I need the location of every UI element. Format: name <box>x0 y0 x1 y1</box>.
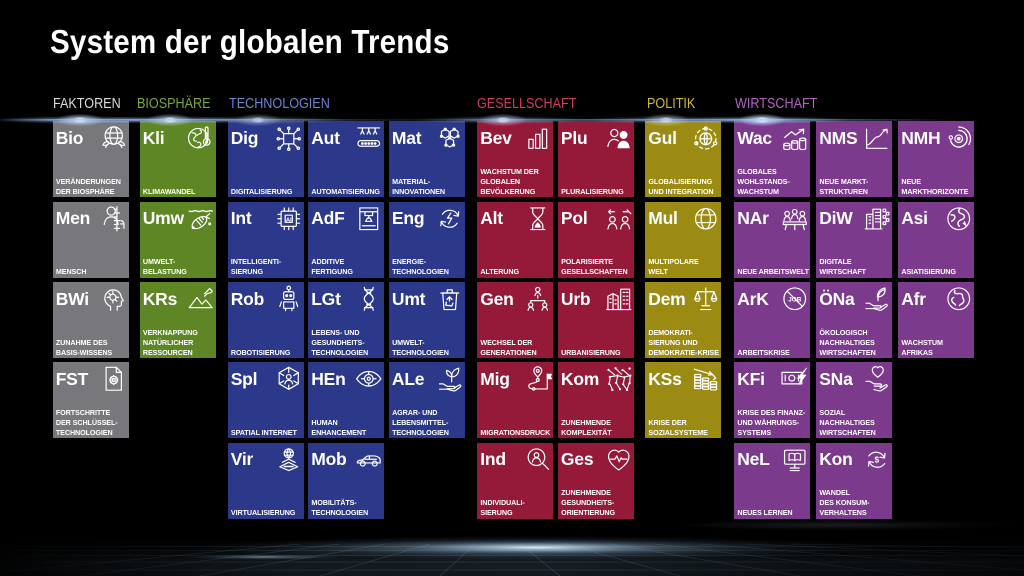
svg-text:AI: AI <box>286 217 292 223</box>
svg-text:$: $ <box>875 455 880 464</box>
svg-text:JOB: JOB <box>789 296 802 303</box>
